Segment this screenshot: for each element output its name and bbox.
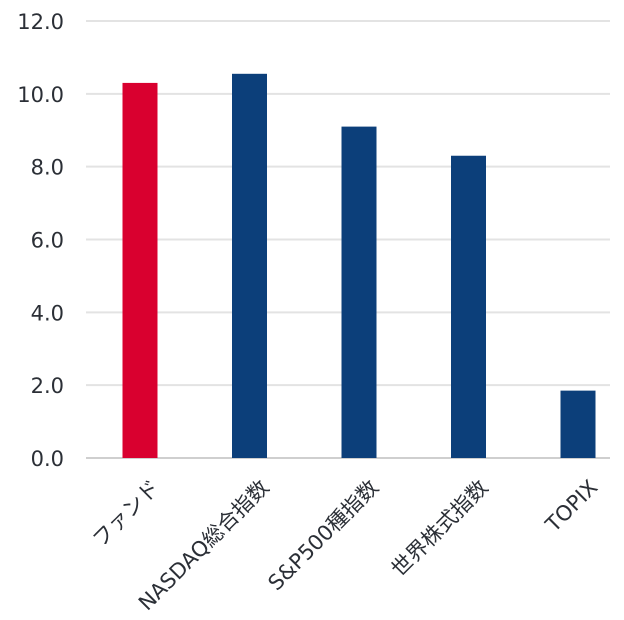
- y-tick-label: 10.0: [17, 83, 64, 107]
- x-category-label: ファンド: [88, 475, 164, 551]
- y-tick-label: 0.0: [31, 447, 64, 471]
- y-tick-label: 6.0: [31, 229, 64, 253]
- y-tick-label: 4.0: [31, 301, 64, 325]
- bar: [451, 155, 486, 458]
- bars: [122, 73, 596, 459]
- bar: [122, 82, 158, 459]
- y-tick-label: 12.0: [17, 10, 64, 34]
- y-axis-tick-labels: 0.0 2.0 4.0 6.0 8.0 10.0 12.0: [17, 10, 64, 471]
- x-category-label: TOPIX: [540, 475, 602, 537]
- bar: [341, 126, 377, 458]
- y-tick-label: 2.0: [31, 374, 64, 398]
- bar: [560, 390, 596, 458]
- x-category-label: S&P500種指数: [263, 475, 383, 595]
- bar: [232, 73, 267, 458]
- x-category-label: 世界株式指数: [387, 475, 493, 581]
- y-tick-label: 8.0: [31, 156, 64, 180]
